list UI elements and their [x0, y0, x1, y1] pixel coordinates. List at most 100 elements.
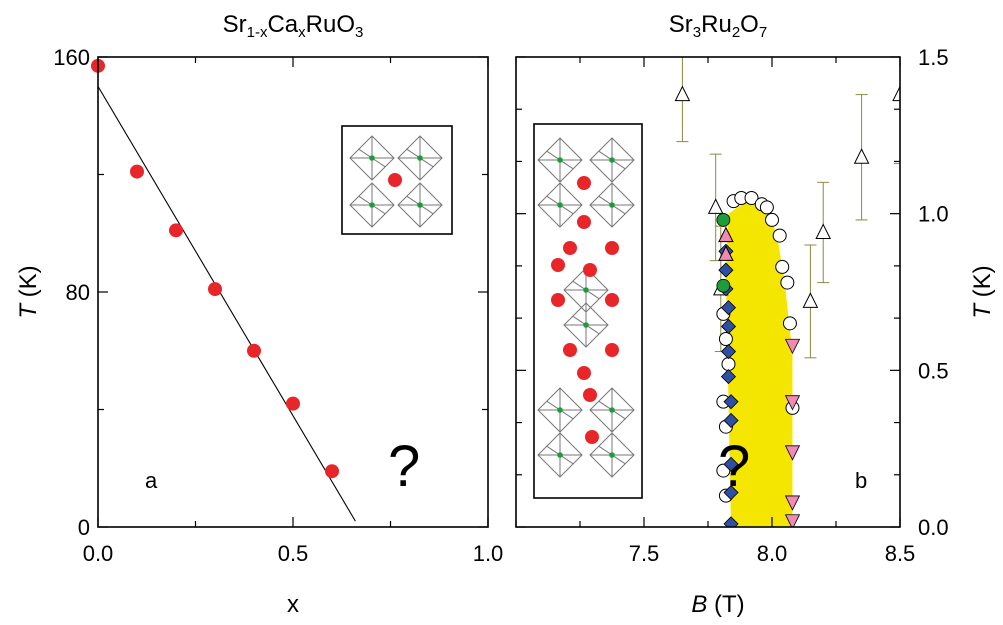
ru-atom: [557, 407, 563, 413]
data-point: [208, 282, 222, 297]
crystal-structure-inset-b: [533, 123, 643, 499]
y-axis-label-b: T (K): [969, 265, 996, 318]
data-point: [772, 228, 787, 243]
fit-line: [97, 86, 356, 522]
data-point: [853, 148, 870, 164]
data-point: [782, 316, 797, 331]
title-part: 3: [355, 24, 363, 41]
data-point: [325, 464, 339, 479]
ru-atom: [369, 202, 375, 208]
title-part: RuO: [306, 11, 355, 38]
sr-atom: [583, 388, 597, 402]
x-tick-label: 8.0: [757, 541, 788, 566]
ru-atom: [557, 157, 563, 163]
sr-atom: [551, 258, 565, 272]
ru-atom: [369, 155, 375, 161]
data-point: [718, 332, 733, 346]
data-point: [759, 200, 774, 215]
data-point: [802, 292, 819, 308]
data-point: [723, 394, 739, 410]
y-tick-label: 1.0: [918, 202, 949, 227]
ru-atom: [583, 287, 589, 293]
panel-a-plot-layer: [91, 58, 356, 522]
x-axis-label-b: B (T): [691, 591, 744, 618]
ru-atom: [557, 452, 563, 458]
panel-b: Sr3Ru2O7 B (T) T (K) b ? 7.5 8.0 8.50.0 0.5…: [515, 11, 996, 618]
data-point: [784, 338, 801, 355]
data-point: [723, 456, 739, 472]
data-point: [716, 278, 731, 293]
y-tick-label: 160: [53, 45, 90, 70]
title-part: Ca: [267, 11, 298, 38]
title-a: Sr1-xCaxRuO3: [223, 11, 364, 41]
title-part: 1-x: [247, 24, 268, 41]
data-point: [723, 412, 739, 429]
axis-symbol: T: [15, 302, 42, 319]
crystal-structure-inset-a: [341, 125, 453, 235]
title-part: 7: [759, 24, 767, 41]
x-axis-label-a: x: [287, 591, 299, 618]
ru-atom: [583, 322, 589, 328]
y-tick-label: 80: [66, 280, 90, 305]
ru-atom: [417, 202, 423, 208]
data-point: [723, 516, 739, 527]
data-point: [784, 395, 801, 411]
title-part: Ru: [701, 11, 732, 38]
data-point: [784, 445, 801, 461]
data-point: [765, 212, 779, 227]
axis-symbol: T: [969, 302, 996, 319]
ru-atom: [609, 202, 615, 208]
question-mark-b: ?: [718, 434, 750, 499]
sr-atom: [551, 293, 565, 307]
ru-atom: [609, 407, 615, 413]
data-point: [784, 514, 801, 527]
y-axis-label-a: T (K): [15, 265, 42, 318]
data-point: [169, 223, 183, 238]
title-part: x: [298, 24, 306, 41]
y-tick-label: 1.5: [918, 45, 949, 70]
panel-letter-a: a: [145, 468, 158, 493]
x-tick-label: 0.0: [83, 541, 114, 566]
axis-unit: (K): [969, 265, 996, 304]
y-tick-label: 0.5: [918, 358, 949, 383]
data-point: [784, 495, 801, 511]
data-point: [721, 357, 736, 372]
title-part: Sr: [223, 11, 247, 38]
data-point: [718, 245, 734, 261]
data-point: [286, 396, 300, 411]
sr-atom: [605, 293, 619, 307]
ru-atom: [557, 202, 563, 208]
title-part: 3: [693, 24, 701, 41]
sr-atom: [583, 263, 597, 277]
sr-atom: [605, 241, 619, 255]
data-point: [780, 275, 795, 290]
x-tick-label: 0.5: [278, 541, 309, 566]
ru-atom: [609, 452, 615, 458]
data-point: [723, 484, 739, 501]
x-tick-label: 1.0: [473, 541, 504, 566]
data-point: [720, 369, 737, 385]
data-point: [720, 343, 737, 360]
sr-atom: [585, 430, 599, 444]
title-b: Sr3Ru2O7: [669, 11, 767, 41]
data-point: [892, 85, 900, 102]
x-tick-label: 8.5: [885, 541, 916, 566]
data-point: [720, 300, 737, 316]
sr-atom: [577, 215, 591, 229]
sr-atom: [577, 176, 591, 190]
data-point: [720, 318, 737, 335]
y-tick-label: 0: [78, 515, 90, 540]
sr-atom: [605, 343, 619, 357]
question-mark-a: ?: [388, 434, 420, 499]
data-point: [707, 198, 724, 214]
sr-atom: [563, 241, 577, 255]
ru-atom: [417, 155, 423, 161]
x-tick-label: 7.5: [629, 541, 660, 566]
title-part: 2: [732, 24, 740, 41]
data-point: [130, 164, 144, 179]
title-part: Sr: [669, 11, 693, 38]
axis-symbol: B: [691, 591, 707, 618]
ru-atom: [609, 157, 615, 163]
sr-atom: [563, 343, 577, 357]
data-point: [744, 191, 759, 205]
